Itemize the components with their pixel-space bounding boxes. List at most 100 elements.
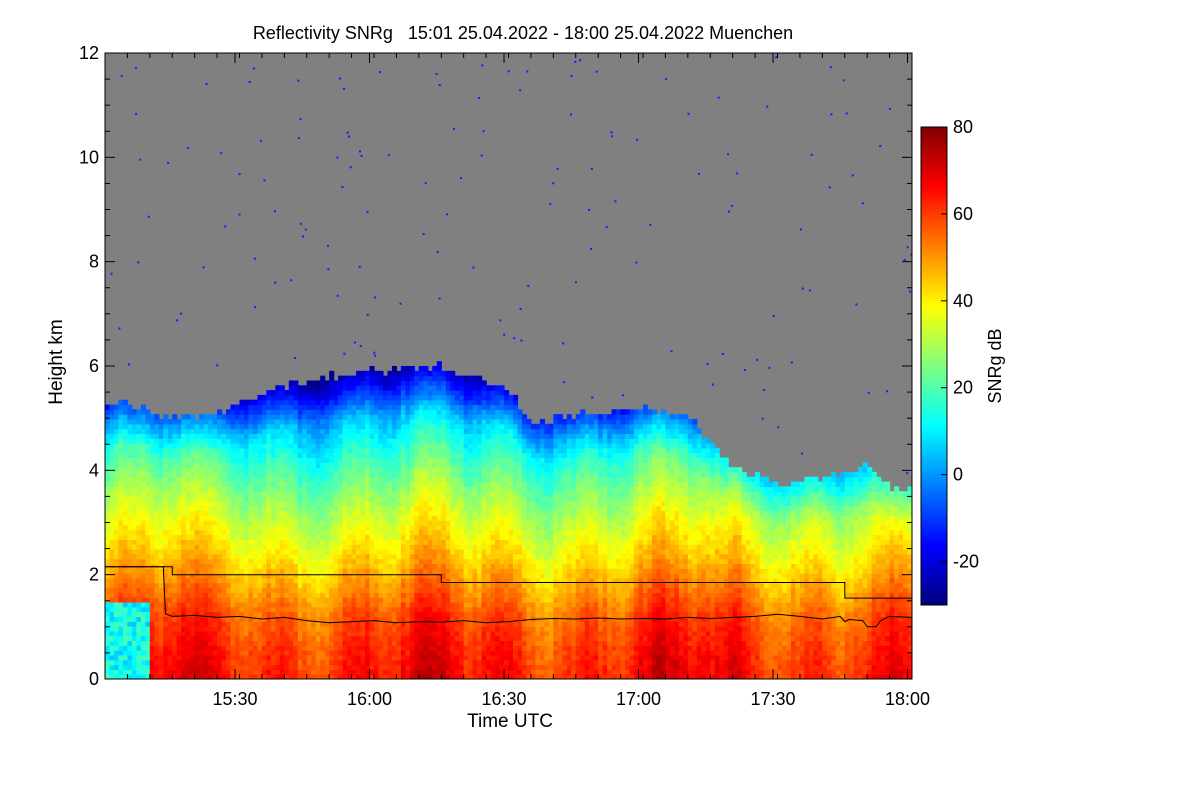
heatmap-cell: [315, 659, 321, 666]
heatmap-cell: [387, 375, 393, 382]
heatmap-cell: [284, 399, 290, 406]
heatmap-cell: [226, 650, 232, 656]
heatmap-cell: [369, 539, 375, 545]
heatmap-cell: [105, 568, 111, 574]
heatmap-cell: [436, 553, 442, 560]
heatmap-cell: [158, 433, 164, 439]
heatmap-cell: [199, 534, 205, 540]
heatmap-cell: [468, 587, 474, 593]
heatmap-cell: [409, 491, 415, 497]
heatmap-cell: [172, 423, 178, 430]
heatmap-cell: [261, 467, 267, 473]
heatmap-cell: [387, 404, 393, 410]
heatmap-cell: [369, 534, 375, 540]
heatmap-cell: [320, 467, 326, 473]
heatmap-cell: [396, 573, 402, 579]
heatmap-cell: [414, 471, 420, 478]
heatmap-cell: [311, 630, 317, 637]
heatmap-cell: [347, 669, 353, 675]
heatmap-cell: [311, 640, 317, 646]
heatmap-cell: [423, 529, 429, 536]
heatmap-cell: [190, 539, 196, 545]
heatmap-cell: [396, 539, 402, 545]
heatmap-cell: [405, 601, 411, 608]
heatmap-cell: [387, 621, 393, 627]
heatmap-cell: [302, 568, 308, 574]
heatmap-cell: [374, 462, 380, 468]
heatmap-cell: [315, 577, 321, 584]
heatmap-cell: [338, 597, 344, 603]
heatmap-cell: [212, 457, 218, 463]
heatmap-cell: [468, 582, 474, 589]
heatmap-cell: [181, 457, 187, 463]
heatmap-cell: [468, 467, 474, 473]
heatmap-cell: [194, 568, 200, 574]
heatmap-cell: [145, 539, 151, 545]
heatmap-cell: [235, 553, 241, 560]
heatmap-cell: [302, 438, 308, 444]
heatmap-cell: [261, 452, 267, 459]
heatmap-cell: [472, 640, 478, 646]
heatmap-cell: [418, 587, 424, 593]
heatmap-cell: [145, 664, 151, 670]
heatmap-cell: [167, 544, 173, 550]
heatmap-cell: [418, 409, 424, 415]
heatmap-cell: [248, 606, 254, 613]
heatmap-cell: [450, 423, 456, 430]
heatmap-cell: [235, 573, 241, 579]
heatmap-cell: [432, 510, 438, 516]
heatmap-cell: [418, 573, 424, 579]
heatmap-cell: [203, 635, 209, 642]
heatmap-cell: [450, 443, 456, 449]
heatmap-cell: [279, 524, 285, 531]
heatmap-cell: [333, 577, 339, 584]
heatmap-cell: [405, 409, 411, 415]
heatmap-cell: [230, 529, 236, 536]
heatmap-cell: [261, 573, 267, 579]
heatmap-cell: [405, 394, 411, 401]
heatmap-cell: [463, 534, 469, 540]
heatmap-cell: [324, 428, 330, 435]
heatmap-cell: [477, 664, 483, 670]
heatmap-cell: [423, 664, 429, 670]
heatmap-cell: [396, 438, 402, 444]
heatmap-cell: [235, 438, 241, 444]
heatmap-cell: [212, 553, 218, 560]
heatmap-cell: [427, 390, 433, 396]
heatmap-cell: [338, 621, 344, 627]
heatmap-cell: [172, 510, 178, 516]
heatmap-cell: [261, 664, 267, 670]
heatmap-cell: [261, 548, 267, 555]
heatmap-cell: [329, 414, 335, 420]
heatmap-cell: [266, 616, 272, 622]
heatmap-cell: [140, 597, 146, 603]
heatmap-cell: [149, 529, 155, 536]
heatmap-cell: [284, 582, 290, 589]
heatmap-cell: [351, 573, 357, 579]
heatmap-cell: [459, 534, 465, 540]
heatmap-cell: [459, 650, 465, 656]
heatmap-cell: [185, 447, 191, 454]
heatmap-cell: [167, 548, 173, 555]
heatmap-cell: [212, 582, 218, 589]
heatmap-cell: [131, 601, 137, 608]
heatmap-cell: [342, 664, 348, 670]
heatmap-cell: [382, 577, 389, 584]
heatmap-cell: [472, 659, 478, 666]
heatmap-cell: [396, 592, 402, 598]
heatmap-cell: [302, 423, 308, 430]
heatmap-cell: [261, 447, 267, 454]
heatmap-cell: [113, 553, 120, 560]
heatmap-cell: [217, 462, 223, 468]
heatmap-cell: [235, 476, 241, 483]
heatmap-cell: [293, 399, 299, 406]
heatmap-cell: [185, 433, 191, 439]
heatmap-cell: [320, 428, 326, 435]
heatmap-cell: [369, 414, 375, 420]
heatmap-cell: [158, 592, 164, 598]
heatmap-cell: [208, 443, 214, 449]
heatmap-cell: [356, 414, 362, 420]
heatmap-cell: [342, 640, 348, 646]
heatmap-cell: [284, 390, 290, 396]
heatmap-cell: [154, 428, 160, 435]
